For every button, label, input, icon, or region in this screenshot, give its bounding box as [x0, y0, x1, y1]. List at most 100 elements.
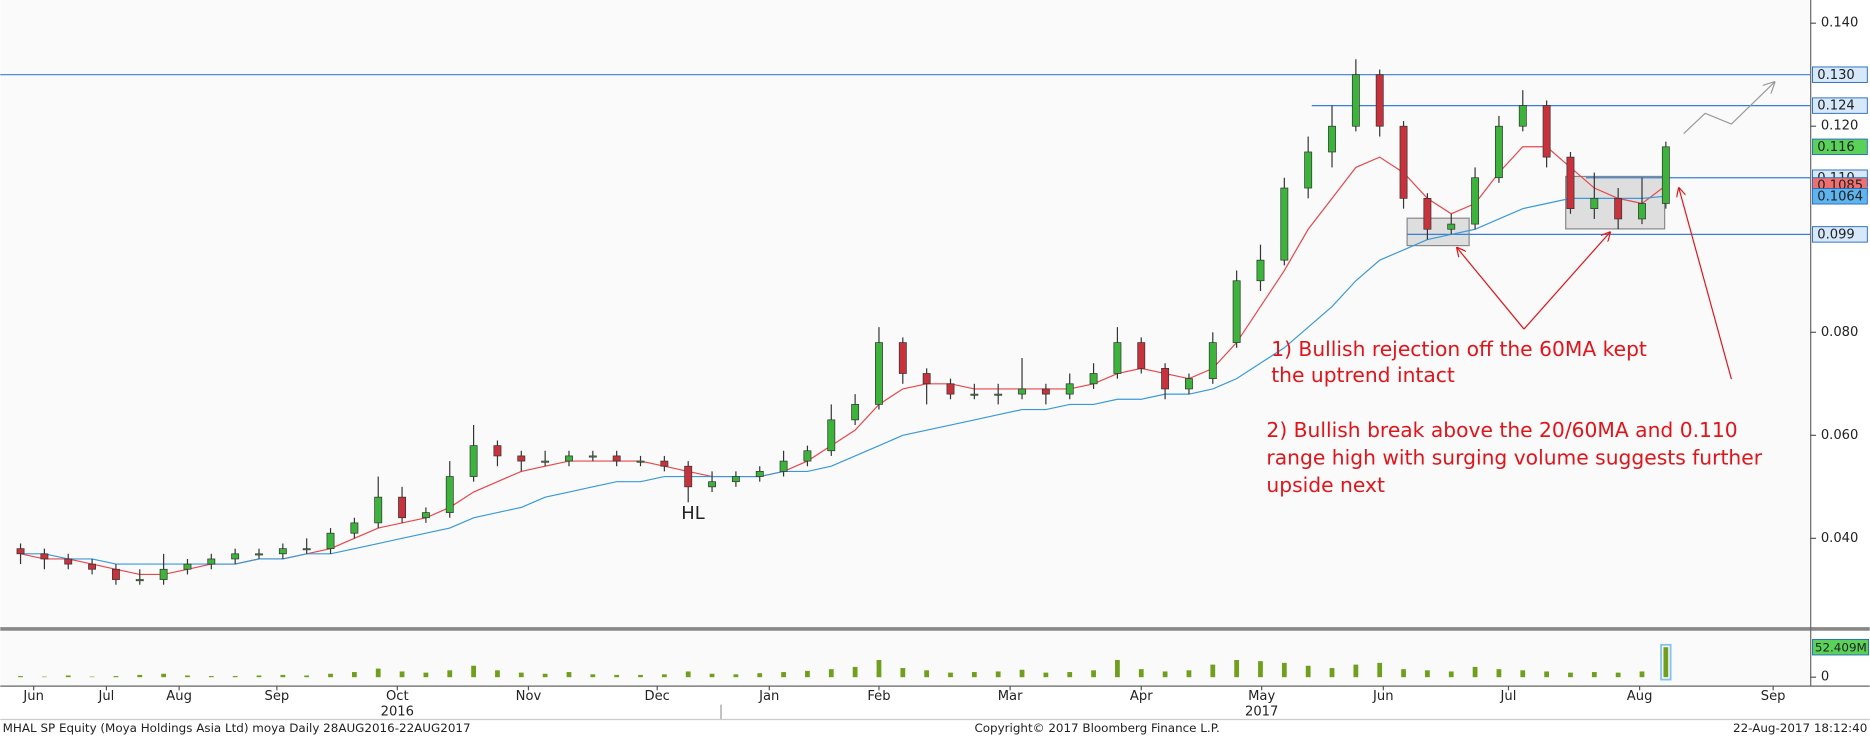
volume-bar: [1401, 669, 1406, 678]
candle-body: [588, 455, 597, 458]
x-tick-label: Aug: [166, 689, 192, 704]
volume-bar: [232, 676, 238, 678]
candle-body: [1614, 197, 1623, 220]
volume-bar: [900, 668, 906, 678]
volume-tick-label: 0: [1821, 670, 1829, 685]
volume-bar: [1496, 669, 1502, 678]
volume-bar: [1234, 660, 1240, 678]
candle-body: [1328, 125, 1336, 153]
footer-right: 22-Aug-2017 18:12:40: [1733, 721, 1867, 735]
volume-bar: [1639, 671, 1645, 678]
volume-bar: [1425, 670, 1430, 678]
candle-body: [731, 476, 740, 483]
volume-bar: [995, 671, 1001, 678]
candle-body: [183, 563, 192, 570]
x-tick-label: Mar: [998, 689, 1023, 704]
volume-bar: [208, 676, 214, 678]
y-tick-label: 0.040: [1821, 531, 1859, 546]
candle-body: [851, 404, 860, 421]
candle-body: [1494, 125, 1503, 179]
candle-body: [1161, 367, 1170, 390]
x-tick-label: Dec: [645, 689, 670, 704]
volume-bar: [351, 672, 357, 678]
volume-bar: [1448, 671, 1454, 678]
candle-body: [1065, 383, 1074, 395]
moving-average: [20, 195, 1666, 565]
volume-bar: [1258, 661, 1263, 678]
candle-body: [803, 450, 812, 462]
volume-bar: [948, 672, 953, 678]
volume-bar: [1281, 662, 1287, 678]
candle-body: [1399, 125, 1408, 199]
candle-body: [708, 481, 716, 488]
volume-bar: [924, 670, 930, 678]
price-pane: [0, 0, 1810, 627]
candle-body: [278, 548, 287, 555]
volume-bar: [590, 674, 596, 678]
candle-body: [135, 579, 144, 582]
footer-left: MHAL SP Equity (Moya Holdings Asia Ltd) …: [3, 721, 471, 735]
volume-bar: [1186, 670, 1192, 678]
candle-body: [1447, 223, 1456, 230]
candle-body: [1232, 280, 1241, 343]
axis-label: 0.1064: [1817, 189, 1863, 204]
candle-body: [827, 419, 836, 452]
y-tick-label: 0.080: [1821, 325, 1859, 340]
candle-body: [16, 548, 25, 555]
x-tick-label: May: [1248, 689, 1275, 704]
x-tick-label: Jan: [758, 689, 779, 704]
candle-body: [565, 455, 573, 462]
candle-body: [517, 455, 526, 462]
level-label: 0.130: [1817, 68, 1855, 83]
candle-body: [469, 445, 478, 477]
level-label-box: [1812, 66, 1868, 83]
volume-bar: [328, 673, 333, 678]
volume-bar: [805, 670, 810, 678]
annotation-text: 2) Bullish break above the 20/60MA and 0…: [1266, 418, 1737, 442]
level-label: 0.124: [1817, 99, 1855, 114]
axis-label-box: [1812, 138, 1868, 156]
volume-bar: [685, 671, 691, 678]
volume-bar: [1115, 660, 1120, 678]
volume-bar: [614, 674, 620, 678]
annotation-hl: HL: [681, 503, 704, 524]
candle-body: [946, 383, 955, 395]
candle-body: [1661, 146, 1670, 204]
y-tick-label: 0.060: [1821, 428, 1859, 443]
volume-bar: [256, 675, 262, 678]
plot: 0.140 0.120 0.080 0.060 0.040 Jun Jul Aug Sep Oct…: [0, 16, 1859, 719]
candle-body: [541, 460, 550, 463]
volume-bar: [1210, 664, 1216, 678]
volume-bar: [971, 672, 977, 678]
candle-body: [64, 558, 73, 565]
volume-bar: [495, 670, 500, 678]
candle-body: [350, 522, 359, 534]
candle-body: [88, 563, 97, 570]
volume-bar: [876, 660, 882, 678]
annotation-text: the uptrend intact: [1271, 363, 1455, 387]
y-tick-label: 0.120: [1821, 119, 1859, 134]
volume-bar: [1663, 647, 1669, 678]
volume-bar: [375, 668, 381, 678]
volume-bar: [1305, 665, 1311, 678]
candle-body: [994, 393, 1003, 396]
x-tick-label: Jul: [1500, 689, 1517, 704]
candle-body: [875, 342, 883, 405]
x-tick-label: Oct: [386, 689, 409, 704]
range-box: [1406, 217, 1470, 247]
axis-label-box: [1812, 188, 1868, 205]
volume-bar: [733, 674, 739, 678]
candle-body: [1542, 105, 1551, 158]
volume-bar: [423, 672, 429, 678]
volume-bar: [399, 671, 405, 678]
volume-bar: [781, 672, 786, 678]
candle-body: [1423, 197, 1432, 230]
volume-bar: [1591, 672, 1597, 678]
volume-bar: [1544, 671, 1550, 678]
volume-bar: [1615, 672, 1621, 678]
volume-bar: [280, 674, 286, 678]
volume-bar: [828, 669, 834, 678]
candle-body: [1208, 342, 1217, 380]
candle-body: [1280, 187, 1289, 261]
